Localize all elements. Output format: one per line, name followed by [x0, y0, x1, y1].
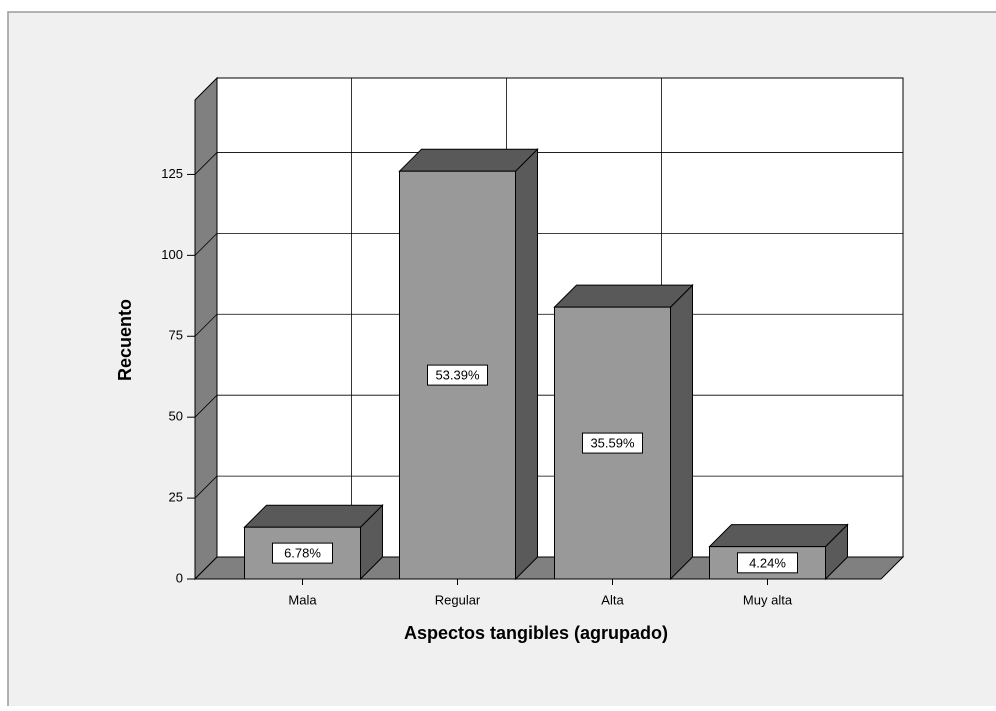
y-tick-label: 125	[161, 166, 183, 181]
data-label-box	[427, 364, 488, 386]
bar-side	[670, 283, 693, 581]
bar-top	[398, 148, 539, 172]
data-label: 6.78%	[284, 546, 321, 561]
y-axis-title: Recuento	[115, 299, 135, 381]
bar	[709, 546, 826, 580]
data-label-box	[272, 542, 333, 564]
bar-top	[243, 504, 384, 528]
x-tick-label: Muy alta	[743, 592, 793, 607]
y-tick-label: 75	[169, 328, 183, 343]
y-tick-label: 50	[169, 409, 183, 424]
data-label: 35.59%	[590, 436, 635, 451]
data-label: 4.24%	[749, 555, 786, 570]
x-axis-title: Aspectos tangibles (agrupado)	[404, 623, 668, 643]
bar-side	[515, 147, 538, 581]
x-tick-label: Mala	[288, 592, 317, 607]
data-label-box	[737, 552, 798, 574]
grid-line	[194, 556, 218, 580]
grid-line	[194, 313, 218, 337]
bar-top	[553, 284, 694, 308]
grid-line	[194, 233, 218, 256]
x-tick-label: Regular	[435, 592, 481, 607]
grid-line	[194, 394, 218, 418]
grid-line	[194, 152, 218, 175]
data-label-box	[582, 432, 643, 454]
bar-top	[708, 524, 849, 548]
left-wall	[194, 76, 218, 581]
data-label: 53.39%	[435, 368, 480, 383]
y-tick-label: 25	[169, 490, 183, 505]
grid-line	[194, 475, 218, 499]
x-tick-label: Alta	[601, 592, 624, 607]
y-tick-label: 100	[161, 247, 183, 262]
y-tick-label: 0	[176, 570, 183, 585]
